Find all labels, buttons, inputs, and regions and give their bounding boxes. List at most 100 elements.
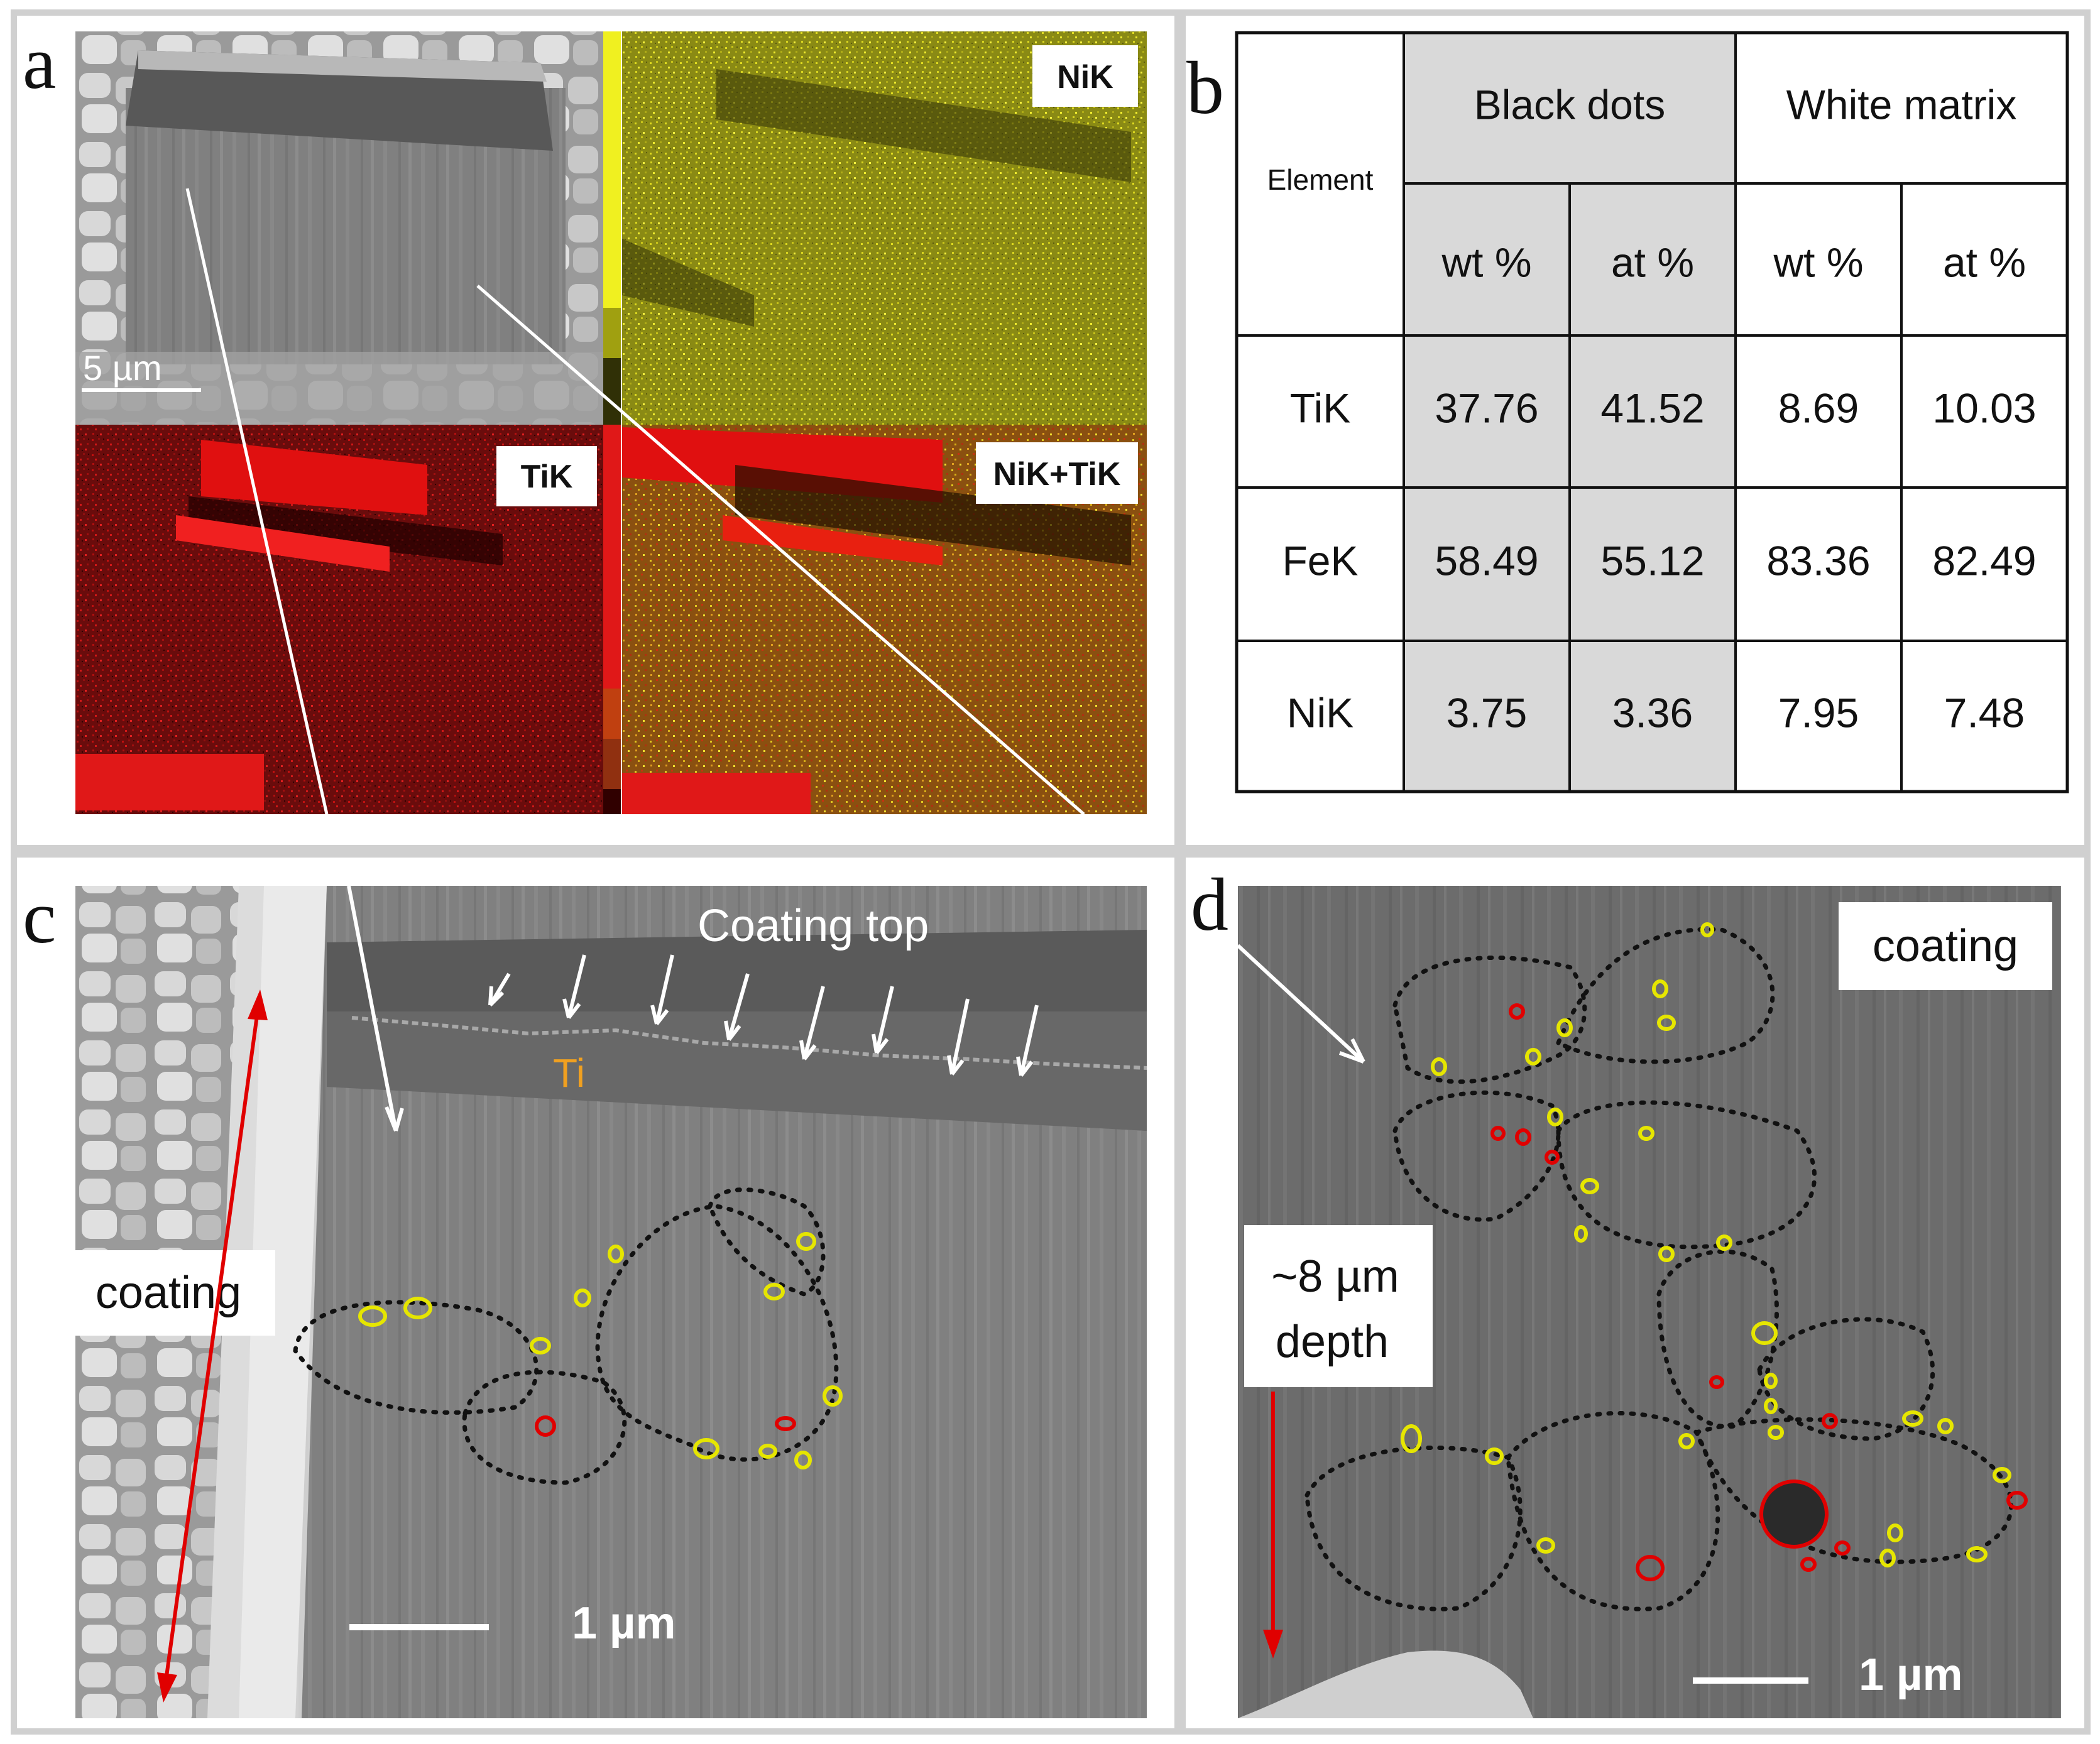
coating-top-label: Coating top: [697, 901, 929, 951]
table-sub-header: wt %: [1441, 239, 1531, 285]
table-row-element: NiK: [1287, 689, 1354, 736]
ni-map: NiK: [622, 31, 1147, 425]
zoom-line: [185, 188, 329, 815]
red-dot-outline: [775, 1416, 796, 1431]
table-cell: 82.49: [1932, 537, 2036, 584]
coating-label-d: coating: [1873, 921, 2018, 971]
table-cell: 7.95: [1778, 689, 1859, 736]
scale-bar-c: [349, 1624, 489, 1630]
table-cell: 55.12: [1600, 537, 1704, 584]
pointer-arrow: [347, 885, 404, 1132]
black-dot-outline: [1525, 1048, 1541, 1065]
table-row-element: TiK: [1290, 384, 1351, 431]
black-dot-outline: [530, 1337, 551, 1354]
panel-b: b Element Black dots White matrix wt % at % w…: [1186, 31, 2069, 793]
overlay-map: NiK+TiK: [622, 425, 1147, 814]
black-dot-outline: [1764, 1373, 1778, 1389]
overlay-map-label: NiK+TiK: [993, 456, 1121, 493]
black-dot-outline: [403, 1297, 432, 1319]
panel-b-letter: b: [1186, 46, 1224, 129]
depth-label-line1: ~8 µm: [1271, 1251, 1399, 1302]
table-sub-header: at %: [1611, 239, 1694, 285]
black-dot-outline: [1652, 979, 1668, 998]
black-dot-outline: [1657, 1015, 1676, 1031]
table-row-element: FeK: [1282, 537, 1358, 584]
red-dot-outline: [1800, 1557, 1817, 1572]
red-dot-outline: [1509, 1003, 1525, 1020]
black-dot-outline: [1638, 1126, 1654, 1141]
black-dot-outline: [1768, 1425, 1784, 1440]
coating-top-arrows: [488, 954, 1039, 1077]
coating-top-edge: [351, 1016, 1147, 1070]
black-dot-outline: [1716, 1234, 1732, 1251]
ni-map-label: NiK: [1057, 59, 1113, 95]
black-dot-outline: [1751, 1321, 1778, 1345]
panel-a: a 5 µm NiK: [23, 21, 1147, 815]
black-dot-outline: [1937, 1418, 1954, 1434]
panel-d-letter: d: [1191, 863, 1228, 946]
panel-b-border: [1179, 9, 2091, 851]
panel-d-border: [1179, 851, 2091, 1735]
red-dot-outline: [1515, 1128, 1531, 1146]
ti-color-scale: [603, 425, 621, 814]
black-dot-outline: [1887, 1523, 1903, 1542]
black-dot-outline: [1574, 1225, 1588, 1243]
black-dot-outline: [1580, 1178, 1599, 1194]
table-cell: 58.49: [1435, 537, 1538, 584]
red-dot-outline: [1636, 1555, 1665, 1581]
panel-d: d coating ~8 µm depth: [1191, 863, 2061, 1718]
panel-c: c Coating top Ti: [23, 875, 1147, 1718]
coating-depth-arrow: [157, 989, 268, 1703]
red-dot-outline: [1822, 1413, 1838, 1429]
black-dot-outline: [608, 1245, 624, 1263]
dot-outlines-d: [1401, 922, 2028, 1581]
black-dot-outline: [1993, 1467, 2011, 1483]
black-dot-outline: [1700, 922, 1714, 937]
black-dot-outline: [1401, 1424, 1422, 1453]
red-dot-outline: [1490, 1126, 1506, 1141]
dot-outlines-c: [358, 1232, 843, 1469]
depth-arrow: [1263, 1392, 1283, 1659]
ti-label: Ti: [553, 1050, 585, 1096]
scale-bar-label-d: 1 µm: [1859, 1650, 1963, 1700]
black-dot-outline: [794, 1451, 812, 1469]
pointer-arrow-d: [1236, 944, 1365, 1064]
black-dot-outline: [1879, 1549, 1896, 1567]
table-cell: 41.52: [1600, 384, 1704, 431]
table-group-header: Black dots: [1474, 81, 1665, 128]
black-dot-outline: [1902, 1410, 1923, 1427]
black-dot-outline: [693, 1438, 719, 1459]
ni-color-scale: [603, 31, 621, 425]
zoom-line: [476, 285, 1085, 815]
red-dot-outline: [1709, 1375, 1724, 1389]
black-dot-outline: [1658, 1246, 1675, 1262]
black-dot-outline: [1431, 1057, 1447, 1076]
composition-table: Element Black dots White matrix wt % at % wt …: [1235, 31, 2069, 793]
black-dot-outline: [1678, 1433, 1695, 1449]
depth-label-line2: depth: [1276, 1317, 1389, 1367]
table-cell: 7.48: [1944, 689, 2025, 736]
table-cell: 3.75: [1446, 689, 1527, 736]
black-dot-outline: [823, 1385, 843, 1407]
scale-bar-label-c: 1 µm: [572, 1598, 676, 1649]
table-sub-header: wt %: [1773, 239, 1863, 285]
table-cell: 37.76: [1435, 384, 1538, 431]
table-group-header: White matrix: [1786, 81, 2017, 128]
red-dot-outline: [1834, 1540, 1851, 1556]
panel-a-letter: a: [23, 21, 56, 104]
black-dot-outline: [796, 1232, 816, 1251]
coating-label-box-c: [63, 1250, 275, 1336]
panel-a-scale-label: 5 µm: [83, 348, 162, 388]
black-dot-outline: [1536, 1537, 1555, 1554]
black-dot-outline: [358, 1305, 387, 1327]
panel-c-border: [11, 851, 1181, 1735]
panel-c-letter: c: [23, 875, 56, 959]
scale-bar-d: [1693, 1677, 1808, 1684]
table-cell: 8.69: [1778, 384, 1859, 431]
table-cell: 83.36: [1766, 537, 1870, 584]
black-dot-outline: [1966, 1546, 1988, 1562]
black-dot-outline: [758, 1444, 777, 1459]
large-pore: [1759, 1480, 1829, 1549]
grain-boundaries: [293, 1187, 839, 1485]
